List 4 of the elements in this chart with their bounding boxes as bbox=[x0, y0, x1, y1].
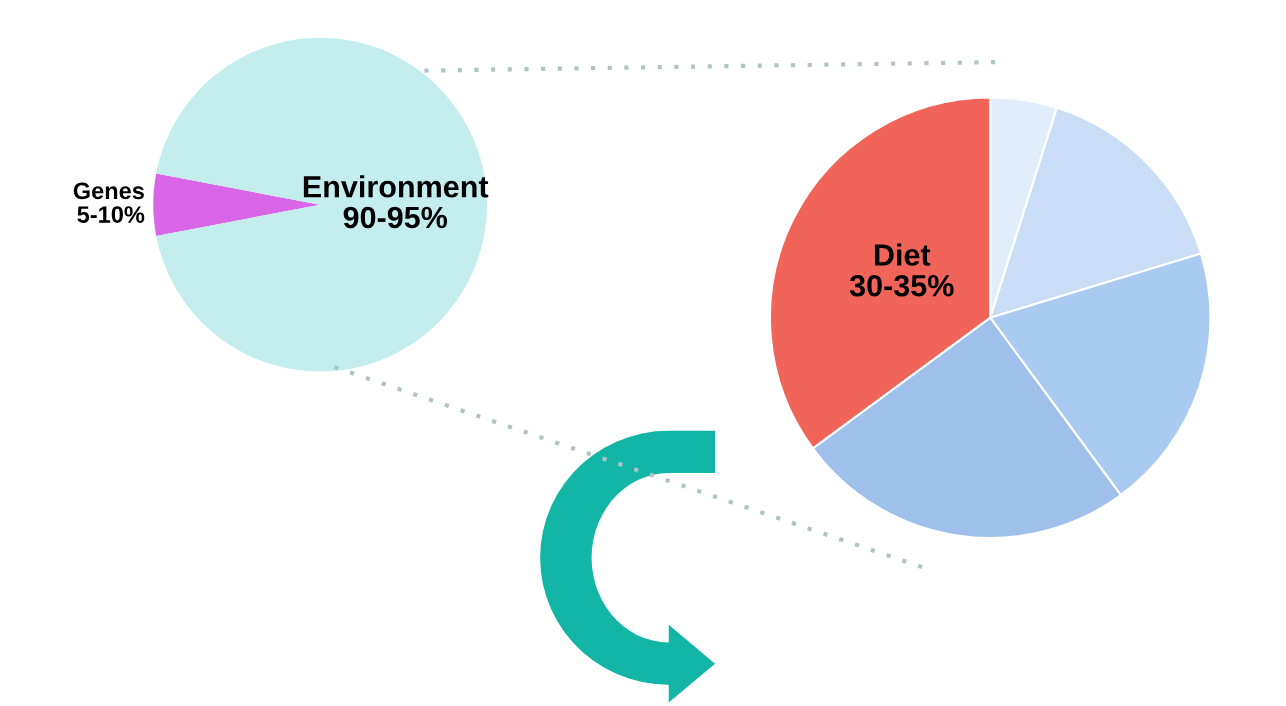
pie-slice bbox=[156, 37, 487, 372]
slice-label: Diet 30-35% bbox=[849, 243, 954, 297]
slice-label: Genes 5-10% bbox=[73, 182, 145, 223]
slice-label: Environment 90-95% bbox=[303, 175, 489, 229]
